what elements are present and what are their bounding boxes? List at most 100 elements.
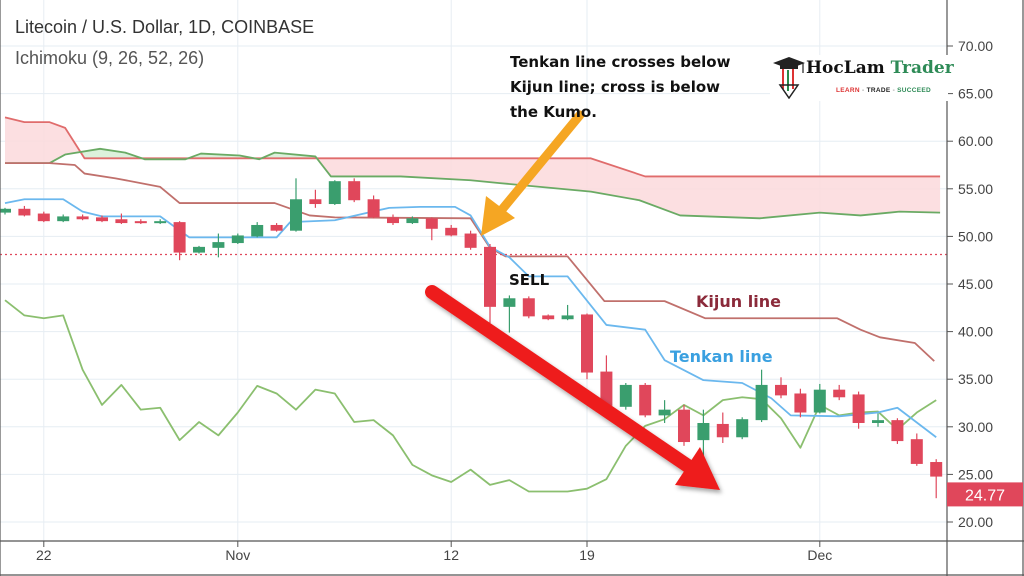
candle-body: [387, 217, 399, 224]
logo-name-part1: HocLam: [806, 58, 885, 78]
candle-bearish: [600, 355, 613, 408]
kijun-line-label: Kijun line: [696, 292, 781, 311]
candle-bearish: [134, 219, 147, 225]
x-axis[interactable]: 22 Nov 12 19 Dec: [36, 541, 832, 563]
candle-body: [134, 221, 147, 224]
candle-body: [716, 423, 729, 438]
candle-body: [173, 222, 186, 253]
cross-note-line: the Kumo.: [510, 103, 597, 121]
candle-bullish: [251, 222, 264, 238]
indicator-lines: [4, 116, 941, 493]
candle-bearish: [910, 433, 923, 466]
candle-body: [290, 199, 302, 231]
logo-brand: HocLam Trader: [806, 58, 954, 78]
candle-body: [18, 208, 31, 216]
kumo-cloud: [5, 117, 941, 219]
x-tick-label: 12: [443, 547, 459, 563]
candle-bullish: [755, 369, 768, 423]
candle-body: [930, 462, 943, 477]
senkou-span-b-line: [4, 116, 941, 178]
cross-annotation: Tenkan line crosses below Kijun line; cr…: [510, 50, 730, 125]
candle-body: [872, 420, 884, 423]
candle-bullish: [328, 180, 341, 205]
indicator-title[interactable]: Ichimoku (9, 26, 52, 26): [15, 48, 205, 68]
x-tick-label: Dec: [807, 547, 832, 563]
candle-bearish: [794, 388, 807, 418]
candle-bullish: [697, 409, 710, 461]
y-tick-label: 40.00: [958, 324, 993, 340]
candle-body: [561, 315, 574, 320]
candle-body: [833, 389, 846, 398]
candle-bullish: [406, 216, 419, 225]
kumo-bearish-fill: [5, 117, 81, 164]
candle-bearish: [852, 391, 865, 429]
candle-bullish: [0, 207, 11, 215]
last-price-value: 24.77: [965, 487, 1005, 504]
last-price-label: 24.77: [947, 482, 1023, 507]
tagline-separator: -: [859, 87, 867, 94]
candle-bearish: [581, 313, 593, 380]
candle-body: [154, 221, 167, 224]
candle-bullish: [561, 304, 574, 321]
candle-body: [348, 181, 361, 201]
orange-annotation-arrow: [481, 110, 585, 236]
candle-body: [406, 218, 419, 224]
candle-bearish: [348, 178, 361, 203]
candle-bearish: [367, 195, 380, 219]
candle-body: [37, 213, 50, 222]
candle-bearish: [115, 213, 128, 225]
candle-body: [910, 439, 923, 464]
symbol-title: Litecoin / U.S. Dollar, 1D, COINBASE: [15, 17, 315, 37]
candle-body: [581, 314, 593, 373]
candle-body: [503, 298, 516, 307]
candle-body: [736, 419, 749, 438]
y-tick-label: 50.00: [958, 228, 993, 244]
candle-bearish: [37, 211, 50, 223]
candle-bearish: [833, 384, 846, 401]
candle-body: [775, 384, 787, 396]
x-tick-label: 19: [579, 547, 595, 563]
candle-bullish: [619, 383, 632, 410]
logo-name-part2: Trader: [890, 58, 954, 78]
candle-bullish: [290, 178, 302, 232]
candle-body: [542, 315, 555, 320]
candle-bullish: [736, 417, 749, 440]
candle-bearish: [445, 224, 458, 237]
candle-body: [231, 235, 244, 244]
candle-bearish: [542, 314, 555, 321]
sell-label: SELL: [509, 271, 550, 289]
candle-bullish: [212, 233, 225, 258]
chikou-span-line: [4, 299, 937, 493]
annotation-arrows: [425, 110, 720, 490]
candle-bullish: [193, 245, 205, 254]
senkou-span-a-line: [5, 147, 941, 220]
y-tick-label: 45.00: [958, 276, 993, 292]
tagline-trade: TRADE: [866, 87, 891, 94]
candle-body: [328, 181, 341, 205]
candle-bullish: [872, 413, 884, 427]
candle-bearish: [891, 418, 904, 444]
red-sell-arrow: [425, 285, 720, 490]
candle-bearish: [522, 296, 535, 319]
candle-body: [522, 298, 535, 317]
candle-body: [678, 409, 690, 443]
candle-bullish: [658, 400, 671, 423]
candle-bearish: [76, 214, 89, 221]
tagline-succeed: SUCCEED: [897, 87, 932, 94]
graduation-cap-candles-icon: [773, 57, 805, 99]
candle-body: [600, 371, 613, 406]
candle-bearish: [387, 214, 399, 225]
candle-bearish: [96, 215, 108, 223]
tenkan-line-label: Tenkan line: [670, 347, 773, 366]
tagline-learn: LEARN: [836, 87, 860, 94]
y-axis[interactable]: 20.00 25.00 30.00 35.00 40.00 45.00 50.00 55.00…: [947, 38, 993, 530]
kijun-line: [5, 162, 935, 362]
candle-body: [755, 384, 768, 421]
grid: [0, 0, 947, 541]
candle-body: [0, 208, 11, 213]
x-tick-label: 22: [36, 547, 52, 563]
kumo-bullish-fill: [262, 152, 318, 159]
candle-bearish: [930, 459, 943, 499]
